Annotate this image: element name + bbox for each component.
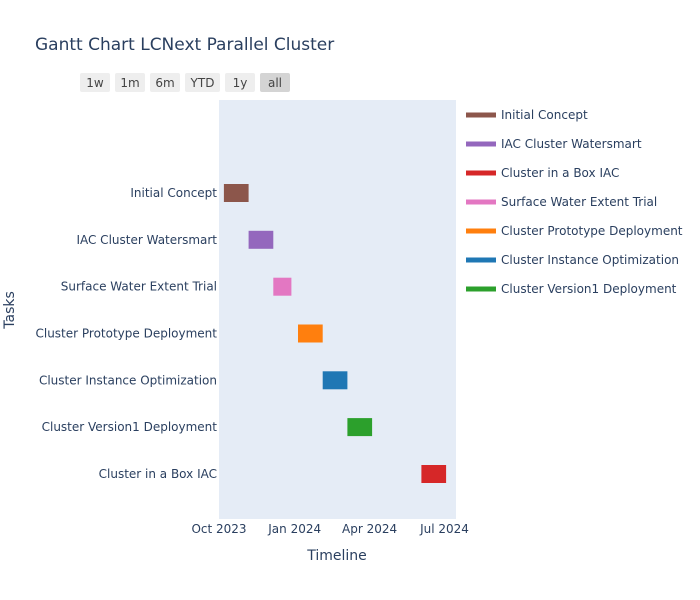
- legend-item-iac-cluster-watersmart[interactable]: IAC Cluster Watersmart: [466, 137, 642, 151]
- range-button-label: 1w: [86, 76, 104, 90]
- y-tick-label: Cluster Instance Optimization: [39, 373, 217, 387]
- legend-label: Cluster Instance Optimization: [501, 253, 679, 267]
- legend-label: IAC Cluster Watersmart: [501, 137, 642, 151]
- y-tick-label: IAC Cluster Watersmart: [76, 233, 217, 247]
- legend-item-cluster-in-a-box-iac[interactable]: Cluster in a Box IAC: [466, 166, 619, 180]
- range-button-ytd[interactable]: YTD: [185, 73, 220, 92]
- range-button-bg: [115, 73, 145, 92]
- range-button-bg: [260, 73, 290, 92]
- bar-cluster-version1-deployment[interactable]: [347, 418, 373, 437]
- bar-initial-concept[interactable]: [223, 184, 249, 202]
- legend-label: Cluster in a Box IAC: [501, 166, 619, 180]
- range-button-6m[interactable]: 6m: [150, 73, 180, 92]
- range-button-bg: [80, 73, 110, 92]
- legend-item-cluster-instance-optimization[interactable]: Cluster Instance Optimization: [466, 253, 679, 267]
- legend-item-initial-concept[interactable]: Initial Concept: [466, 108, 588, 122]
- task-bars: [223, 184, 447, 483]
- bar-cluster-prototype-deployment[interactable]: [298, 324, 323, 343]
- plot-area: [219, 100, 456, 519]
- range-button-bg: [150, 73, 180, 92]
- range-button-label: YTD: [190, 76, 215, 90]
- x-tick-label: Jul 2024: [419, 522, 469, 536]
- legend-item-surface-water-extent-trial[interactable]: Surface Water Extent Trial: [466, 195, 657, 209]
- y-tick-label: Cluster Version1 Deployment: [42, 420, 218, 434]
- x-tick-label: Jan 2024: [267, 522, 321, 536]
- range-button-label: all: [268, 76, 282, 90]
- x-axis-title: Timeline: [306, 548, 367, 564]
- legend-item-cluster-version1-deployment[interactable]: Cluster Version1 Deployment: [466, 282, 677, 296]
- legend: Initial Concept IAC Cluster Watersmart Clu…: [466, 108, 683, 296]
- bar-iac-cluster-watersmart[interactable]: [248, 230, 274, 249]
- chart-title: Gantt Chart LCNext Parallel Cluster: [35, 35, 334, 55]
- range-selector: 1w 1m 6m YTD 1y all: [80, 73, 290, 92]
- range-button-bg: [225, 73, 255, 92]
- y-axis-ticks: Initial Concept IAC Cluster Watersmart Sur…: [35, 186, 217, 481]
- range-button-1m[interactable]: 1m: [115, 73, 145, 92]
- x-tick-label: Apr 2024: [342, 522, 397, 536]
- legend-label: Surface Water Extent Trial: [501, 195, 657, 209]
- range-button-1y[interactable]: 1y: [225, 73, 255, 92]
- legend-label: Initial Concept: [501, 108, 588, 122]
- range-button-bg: [185, 73, 220, 92]
- bar-surface-water-extent-trial[interactable]: [273, 277, 292, 296]
- y-tick-label: Surface Water Extent Trial: [61, 280, 217, 294]
- range-button-label: 6m: [155, 76, 174, 90]
- x-tick-label: Oct 2023: [191, 522, 246, 536]
- legend-label: Cluster Prototype Deployment: [501, 224, 683, 238]
- range-button-all[interactable]: all: [260, 73, 290, 92]
- y-tick-label: Cluster in a Box IAC: [99, 467, 217, 481]
- range-button-label: 1y: [233, 76, 248, 90]
- x-axis-ticks: Oct 2023 Jan 2024 Apr 2024 Jul 2024: [191, 522, 468, 536]
- y-tick-label: Initial Concept: [130, 186, 217, 200]
- y-tick-label: Cluster Prototype Deployment: [35, 327, 217, 341]
- bar-cluster-instance-optimization[interactable]: [322, 371, 348, 390]
- y-axis-title: Tasks: [2, 291, 18, 330]
- bar-cluster-in-a-box-iac[interactable]: [421, 465, 447, 483]
- legend-item-cluster-prototype-deployment[interactable]: Cluster Prototype Deployment: [466, 224, 683, 238]
- range-button-1w[interactable]: 1w: [80, 73, 110, 92]
- legend-label: Cluster Version1 Deployment: [501, 282, 677, 296]
- range-button-label: 1m: [120, 76, 139, 90]
